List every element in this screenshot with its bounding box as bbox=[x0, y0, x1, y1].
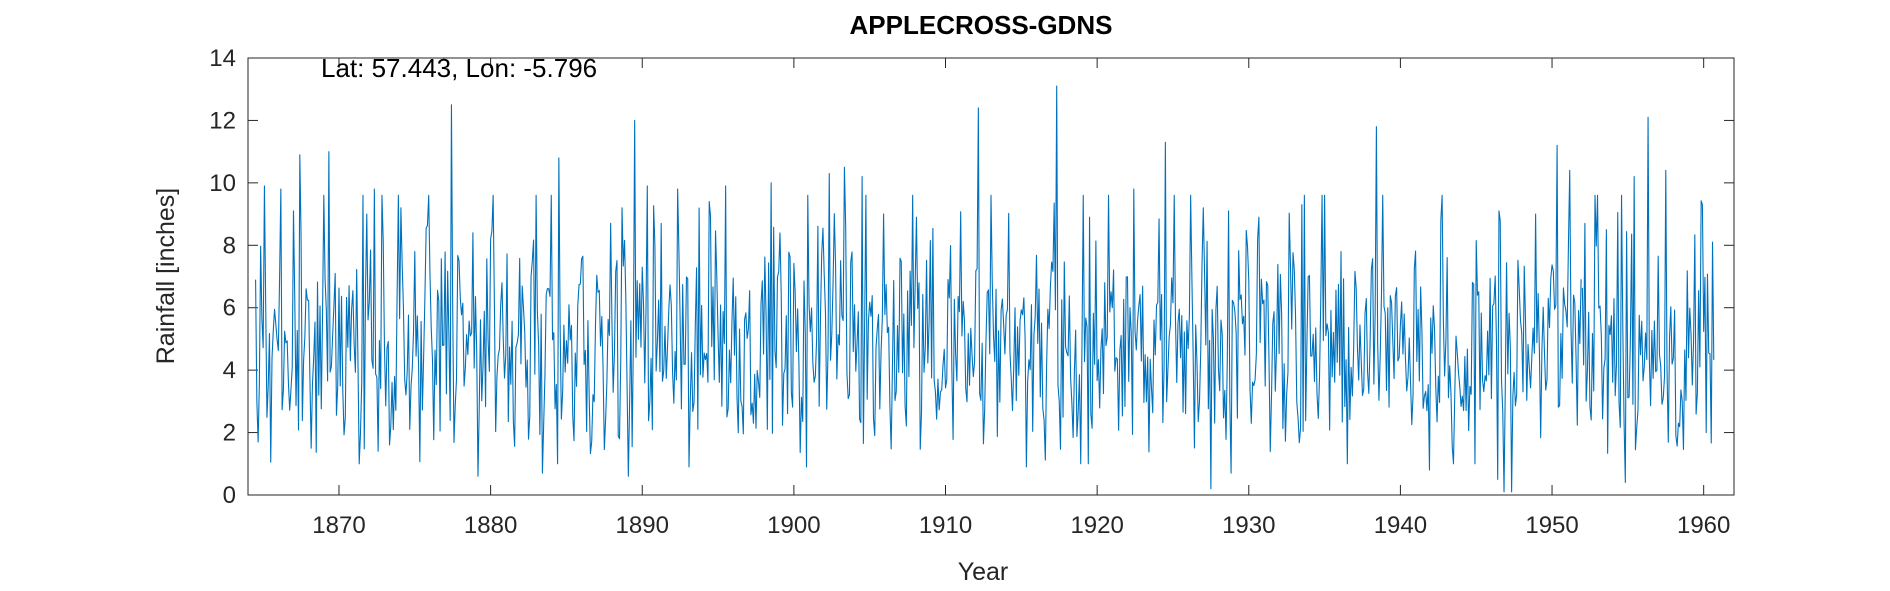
x-axis-label: Year bbox=[958, 558, 1009, 586]
location-annotation: Lat: 57.443, Lon: -5.796 bbox=[321, 53, 597, 83]
y-tick-label: 8 bbox=[223, 232, 236, 259]
x-tick-label: 1870 bbox=[312, 512, 365, 539]
rainfall-series-line bbox=[255, 85, 1582, 493]
x-tick-label: 1880 bbox=[464, 512, 517, 539]
y-tick-label: 2 bbox=[223, 420, 236, 447]
plot-area-frame bbox=[247, 57, 1735, 496]
y-tick-label: 12 bbox=[209, 107, 236, 134]
x-tick-label: 1900 bbox=[767, 512, 820, 539]
x-tick-label: 1960 bbox=[1677, 512, 1730, 539]
x-tick-label: 1910 bbox=[919, 512, 972, 539]
x-tick-label: 1890 bbox=[616, 512, 669, 539]
x-tick-label: 1940 bbox=[1374, 512, 1427, 539]
y-axis-label: Rainfall [inches] bbox=[152, 188, 180, 364]
x-tick-label: 1930 bbox=[1222, 512, 1275, 539]
rainfall-series bbox=[255, 85, 1715, 493]
y-tick-label: 6 bbox=[223, 295, 236, 322]
y-tick-label: 10 bbox=[209, 170, 236, 197]
x-tick-label: 1920 bbox=[1070, 512, 1123, 539]
y-tick-label: 4 bbox=[223, 357, 236, 384]
y-tick-label: 0 bbox=[223, 482, 236, 509]
y-axis-ticks: 0 2 4 6 8 10 12 14 bbox=[209, 45, 1734, 509]
x-axis-ticks: 1870 1880 1890 1900 1910 1920 1930 1940 1950 1960 bbox=[312, 58, 1730, 539]
y-tick-label: 14 bbox=[209, 45, 236, 72]
rainfall-series-line bbox=[1581, 116, 1715, 484]
chart-title: APPLECROSS-GDNS bbox=[850, 10, 1113, 40]
x-tick-label: 1950 bbox=[1525, 512, 1578, 539]
